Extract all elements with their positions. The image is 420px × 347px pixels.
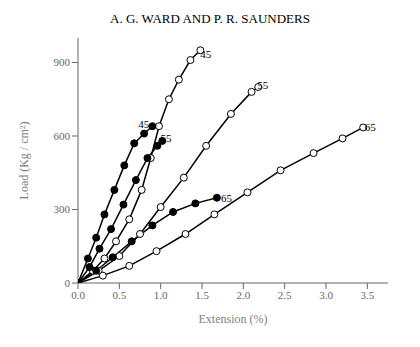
svg-text:3.5: 3.5 [360, 289, 374, 301]
svg-text:2.0: 2.0 [236, 289, 250, 301]
svg-text:Load (Kg / cm²): Load (Kg / cm²) [17, 122, 31, 200]
html-text:A. G. WARD AND P. R. SAUNDERS: A. G. WARD AND P. R. SAUNDERS [110, 11, 310, 26]
svg-text:0: 0 [65, 277, 71, 289]
svg-text:600: 600 [54, 130, 71, 142]
svg-text:0.0: 0.0 [71, 289, 85, 301]
svg-text:1.0: 1.0 [154, 289, 168, 301]
svg-text:3.0: 3.0 [319, 289, 333, 301]
svg-text:55: 55 [161, 132, 173, 144]
svg-text:45: 45 [138, 118, 150, 130]
svg-text:65: 65 [221, 192, 233, 204]
svg-text:55: 55 [257, 79, 269, 91]
svg-text:2.5: 2.5 [278, 289, 292, 301]
svg-text:0.5: 0.5 [112, 289, 126, 301]
svg-text:Extension (%): Extension (%) [199, 312, 268, 326]
svg-text:300: 300 [54, 203, 71, 215]
svg-text:65: 65 [365, 121, 377, 133]
svg-text:900: 900 [54, 56, 71, 68]
svg-text:45: 45 [200, 48, 212, 60]
svg-text:1.5: 1.5 [195, 289, 209, 301]
